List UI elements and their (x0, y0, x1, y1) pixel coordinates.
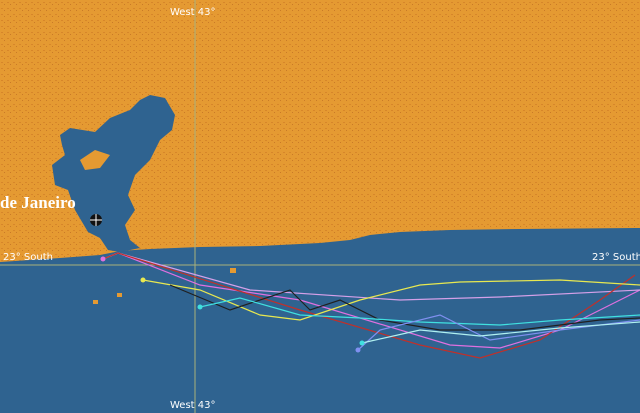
track (102, 252, 636, 359)
track (169, 284, 640, 331)
start-point (140, 277, 146, 283)
meridian-label: West 43° (170, 7, 216, 18)
parallel-label: 23° South (592, 252, 640, 263)
islet (230, 268, 236, 273)
city-marker (90, 214, 102, 226)
track (102, 252, 640, 349)
start-point (197, 304, 203, 310)
track (199, 297, 640, 326)
bay (52, 95, 175, 252)
islet (93, 300, 98, 304)
track (361, 321, 640, 344)
start-point (359, 340, 365, 346)
start-point (355, 347, 361, 353)
start-point (100, 256, 106, 262)
parallel-label: 23° South (3, 252, 53, 263)
city-label: de Janeiro (0, 193, 76, 212)
sea (0, 228, 640, 413)
track (142, 279, 640, 321)
islet (117, 293, 122, 297)
tracks (102, 252, 640, 359)
meridian-label: West 43° (170, 400, 216, 411)
island (80, 150, 110, 170)
track (357, 314, 640, 351)
